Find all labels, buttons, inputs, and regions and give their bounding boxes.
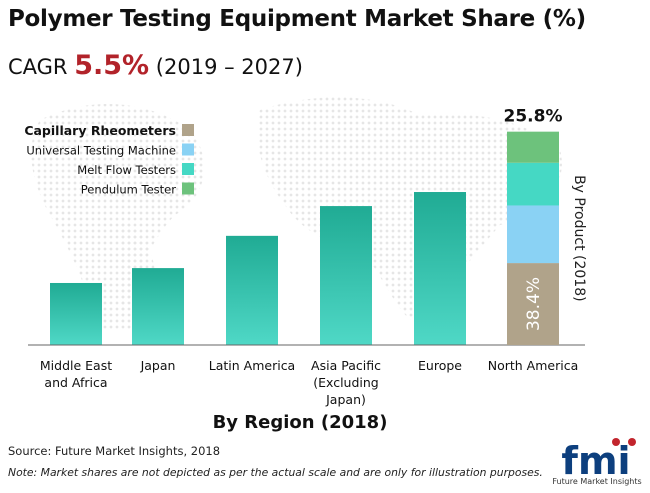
bar-0 (50, 282, 102, 345)
cagr-line: CAGR 5.5% (2019 – 2027) (8, 50, 303, 81)
cagr-period: (2019 – 2027) (155, 55, 303, 79)
legend-label: Universal Testing Machine (26, 144, 176, 158)
fmi-logo: fmi (561, 438, 636, 483)
cagr-value: 5.5% (74, 50, 150, 81)
logo-caption: Future Market Insights (552, 477, 642, 486)
category-label: North America (488, 358, 579, 373)
stack-segment-2 (507, 162, 559, 206)
x-axis-label: By Region (2018) (212, 412, 388, 433)
logo-wordmark: fmi (561, 439, 630, 483)
logo-dot-icon (628, 438, 636, 446)
legend-label: Capillary Rheometers (24, 123, 176, 138)
bar-4 (414, 192, 466, 345)
category-label: Latin America (209, 358, 295, 373)
legend-swatch (182, 182, 194, 195)
bar-2 (226, 235, 278, 345)
category-label: Middle East and Africa (40, 358, 112, 390)
logo-dot-icon (612, 438, 620, 446)
cagr-label: CAGR (8, 55, 68, 79)
legend-swatch (182, 163, 194, 175)
source-text: Source: Future Market Insights, 2018 (8, 444, 221, 458)
legend-label: Melt Flow Testers (77, 163, 176, 177)
bar-3 (320, 206, 372, 345)
stack-segment-0 (507, 263, 559, 345)
legend-swatch (182, 124, 194, 136)
note-text: Note: Market shares are not depicted as … (8, 466, 543, 479)
legend-label: Pendulum Tester (81, 183, 177, 197)
stack-segment-label: 38.4% (524, 277, 544, 331)
category-label: Japan (140, 358, 176, 373)
stack-segment-1 (507, 205, 559, 264)
bar-value-label: 25.8% (504, 107, 563, 127)
legend-swatch (182, 143, 194, 156)
bar-1 (132, 268, 184, 345)
product-breakdown-label: By Product (2018) (571, 175, 587, 301)
category-label: Asia Pacific (Excluding Japan) (311, 358, 381, 407)
stack-segment-3 (507, 131, 559, 163)
category-label: Europe (418, 358, 462, 373)
page-title: Polymer Testing Equipment Market Share (… (8, 6, 586, 32)
